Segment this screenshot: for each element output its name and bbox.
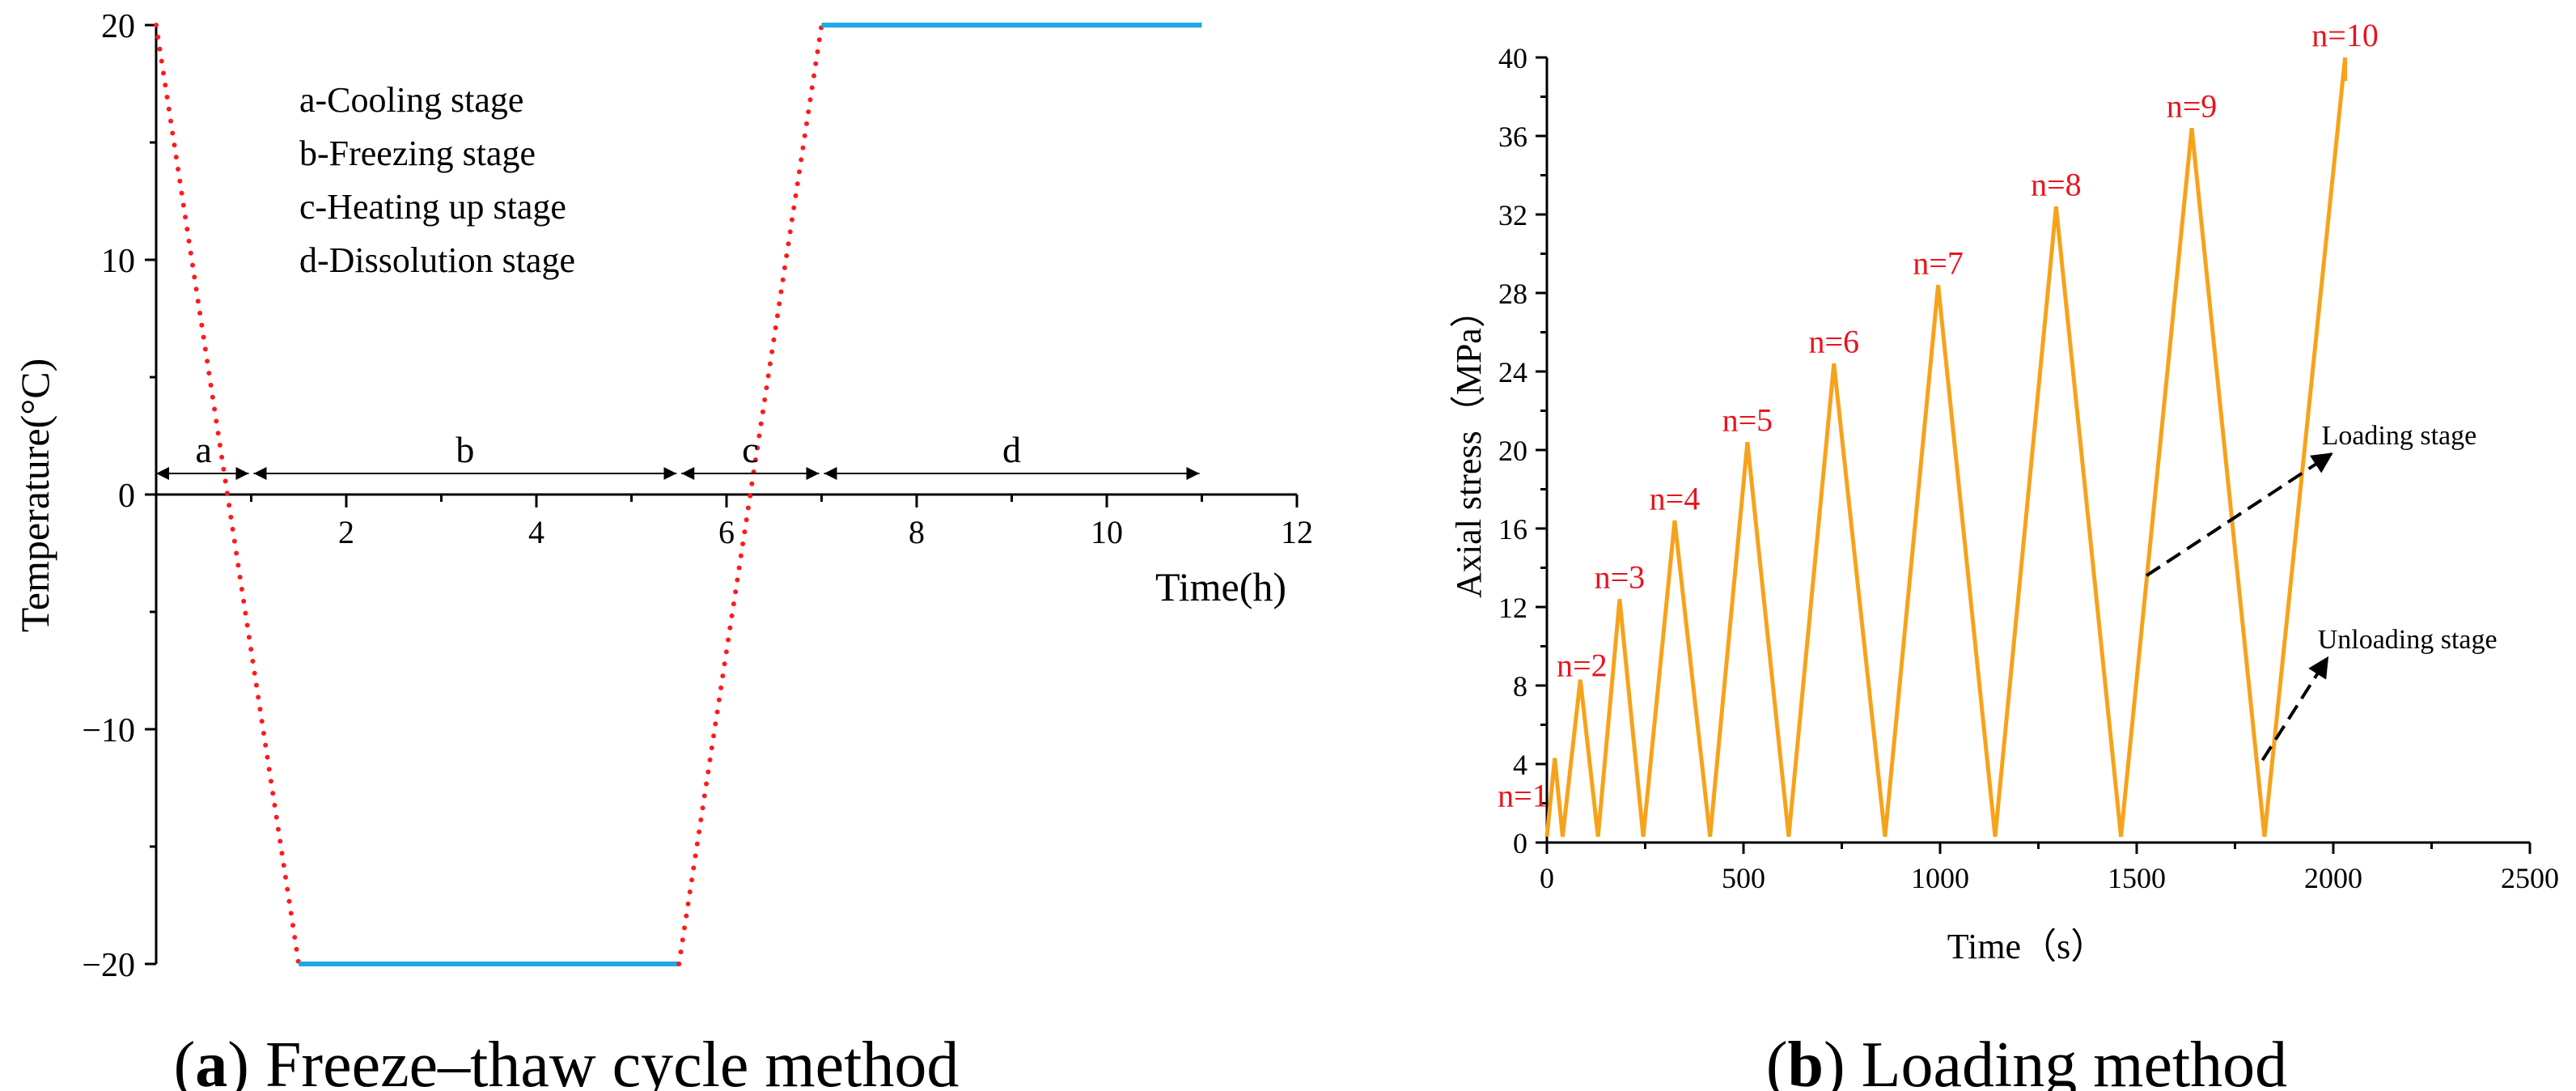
chart-b-cycle-label: n=6 [1808, 323, 1859, 359]
chart-b-x-tick-label: 0 [1540, 862, 1554, 894]
chart-a-legend-item: a-Cooling stage [299, 80, 523, 120]
chart-b-cycle-labels: n=1 n=2 n=3 n=4 n=5 n=6 n=7 n=8 n=9 n=10 [1498, 17, 2379, 814]
chart-b-cycle-label: n=3 [1595, 558, 1646, 595]
chart-a-legend: a-Cooling stage b-Freezing stage c-Heating… [299, 80, 575, 280]
chart-b-x-tick-label: 2000 [2304, 862, 2362, 894]
chart-b-y-tick-label: 20 [1498, 435, 1527, 467]
chart-a-legend-item: b-Freezing stage [299, 134, 536, 173]
loading-chart: 0 500 1000 1500 2000 25000481216202428323640 … [1449, 17, 2559, 1091]
chart-a-stage-bracket: a b c d [156, 429, 1200, 480]
chart-a-y-tick-label: 10 [101, 243, 135, 280]
chart-b-cycle-label: n=9 [2167, 87, 2218, 124]
chart-b-stress-line [1544, 57, 2348, 838]
freeze-thaw-chart: 2 4 6 8 10 12 −20 −10 0 10 20 a b c d a-Cooling stage… [12, 8, 1313, 1091]
chart-b-annotations: Loading stage Unloading stage [2146, 421, 2498, 762]
chart-a-x-axis-label: Time(h) [1155, 564, 1286, 609]
chart-b-y-tick-label: 32 [1498, 199, 1527, 231]
chart-a-y-tick-label: 20 [101, 8, 135, 45]
chart-a-x-tick-label: 8 [909, 514, 925, 550]
chart-b-cycle-label: n=5 [1722, 401, 1773, 438]
chart-b-x-tick-label: 2500 [2501, 862, 2559, 894]
chart-b-series [1544, 57, 2348, 838]
chart-b-cycle-label: n=8 [2031, 166, 2082, 202]
chart-b-y-tick-label: 8 [1513, 670, 1527, 703]
chart-b-y-tick-label: 28 [1498, 278, 1527, 310]
chart-b-cycle-label: n=7 [1913, 244, 1964, 281]
chart-a-y-tick-label: 0 [118, 478, 135, 515]
chart-b-cycle-label: n=10 [2311, 17, 2379, 53]
chart-a-line-heating [676, 23, 824, 966]
chart-a-legend-item: c-Heating up stage [299, 187, 566, 227]
loading-stage-arrow [2146, 452, 2333, 577]
stage-label-c: c [742, 429, 758, 470]
chart-a-y-tick-label: −20 [82, 947, 135, 984]
chart-b-y-tick-label: 16 [1498, 513, 1527, 546]
chart-a-x-tick-label: 12 [1281, 514, 1313, 550]
chart-b-y-tick-label: 40 [1498, 42, 1527, 74]
chart-a-x-tick-label: 6 [718, 514, 735, 550]
chart-a-y-tick-label: −10 [82, 712, 135, 749]
loading-stage-label: Loading stage [2322, 421, 2477, 451]
chart-a-caption: (a) Freeze–thaw cycle method [174, 1029, 960, 1091]
chart-a-axes: 2 4 6 8 10 12 −20 −10 0 10 20 [82, 8, 1313, 984]
chart-a-x-tick-label: 10 [1091, 514, 1123, 550]
chart-a-series [154, 23, 1202, 966]
chart-b-axes: 0 500 1000 1500 2000 2500 0 4 8 12 16 20 24 28 32 36 40 [1498, 42, 2559, 894]
stage-label-a: a [196, 429, 212, 470]
chart-a-line-cooling [154, 23, 302, 966]
chart-b-caption: (b) Loading method [1766, 1029, 2287, 1091]
stage-label-d: d [1002, 429, 1021, 470]
chart-b-y-tick-label: 36 [1498, 121, 1527, 153]
chart-b-x-tick-label: 1000 [1911, 862, 1969, 894]
stage-label-b: b [455, 429, 474, 470]
chart-a-x-tick-label: 2 [338, 514, 354, 550]
chart-b-y-tick-label: 24 [1498, 356, 1527, 388]
chart-b-cycle-label: n=2 [1557, 647, 1608, 684]
chart-b-x-tick-label: 1500 [2108, 862, 2166, 894]
chart-a-legend-item: d-Dissolution stage [299, 240, 575, 280]
chart-a-y-axis-label: Temperature(°C) [12, 359, 57, 633]
chart-b-y-axis-label: Axial stress（MPa） [1449, 292, 1489, 598]
chart-b-x-tick-label: 500 [1722, 862, 1765, 894]
chart-b-y-tick-label: 4 [1513, 749, 1527, 781]
chart-b-cycle-label: n=1 [1498, 778, 1549, 814]
chart-b-cycle-label: n=4 [1650, 480, 1701, 516]
unloading-stage-arrow [2260, 656, 2329, 762]
chart-b-x-axis-label: Time（s） [1947, 927, 2106, 966]
chart-b-y-tick-label: 0 [1513, 827, 1527, 860]
chart-a-x-tick-label: 4 [528, 514, 544, 550]
chart-b-y-tick-label: 12 [1498, 592, 1527, 624]
unloading-stage-label: Unloading stage [2318, 625, 2498, 655]
